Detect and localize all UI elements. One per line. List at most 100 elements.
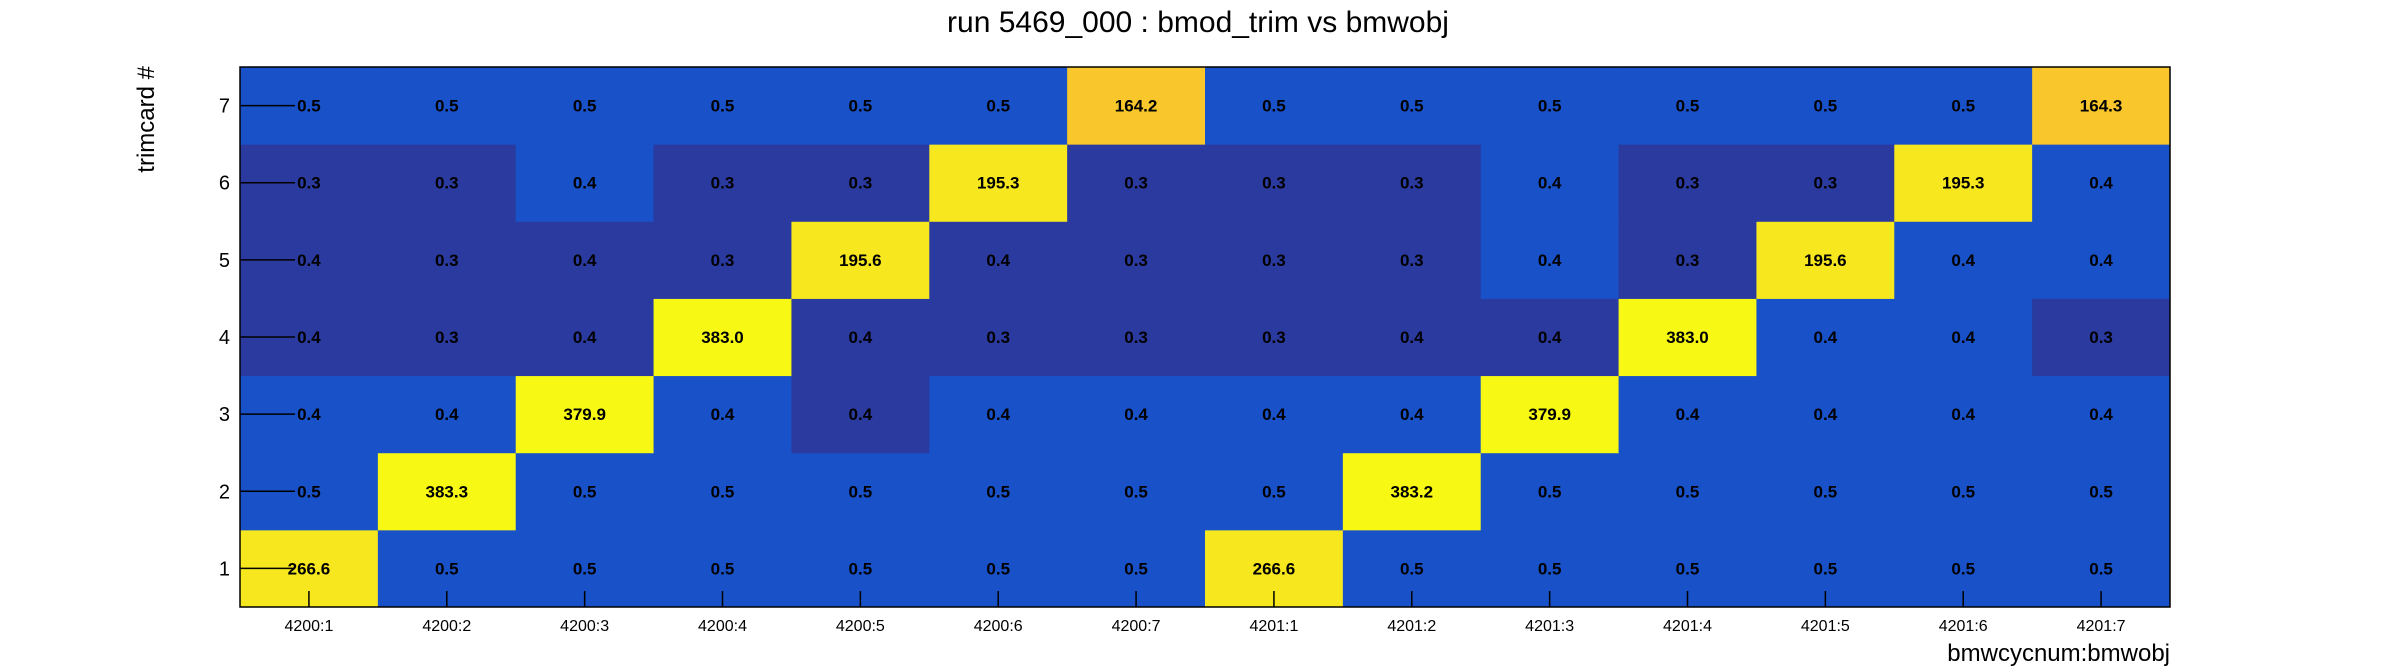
x-tick-label: 4200:2 bbox=[422, 618, 471, 635]
heatmap-cell bbox=[1618, 67, 1757, 145]
cell-value-label: 0.3 bbox=[1400, 174, 1424, 193]
cell-value-label: 0.4 bbox=[297, 328, 321, 347]
axes: 1 2 3 4 5 6 7 4200:1 4200:2 4200:3 4200:4 4200:5 420… bbox=[219, 66, 2171, 635]
cell-value-label: 0.3 bbox=[1814, 174, 1838, 193]
cell-value-label: 0.4 bbox=[711, 405, 735, 424]
y-tick-label: 1 bbox=[219, 558, 230, 580]
cell-value-label: 0.4 bbox=[849, 405, 873, 424]
cell-value-label: 195.6 bbox=[1804, 251, 1847, 270]
cell-value-label: 0.5 bbox=[711, 559, 735, 578]
heatmap-cell bbox=[1205, 67, 1344, 145]
cell-value-label: 195.3 bbox=[1942, 174, 1985, 193]
y-tick-label: 7 bbox=[219, 96, 230, 118]
cell-value-label: 0.5 bbox=[1262, 97, 1286, 116]
cell-value-label: 0.5 bbox=[1538, 97, 1562, 116]
cell-value-label: 0.5 bbox=[711, 97, 735, 116]
heatmap-cell bbox=[377, 144, 517, 222]
cell-value-label: 0.3 bbox=[1124, 251, 1148, 270]
heatmap-cell bbox=[2032, 144, 2171, 222]
cell-value-label: 383.0 bbox=[701, 328, 744, 347]
heatmap-cell bbox=[929, 452, 1068, 531]
heatmap-cell bbox=[1480, 298, 1620, 377]
cell-value-label: 0.3 bbox=[435, 251, 459, 270]
cell-value-label: 0.3 bbox=[711, 251, 735, 270]
heatmap-cell bbox=[653, 452, 792, 531]
cell-value-label: 266.6 bbox=[1253, 559, 1296, 578]
heatmap-cell bbox=[791, 144, 930, 222]
cell-value-label: 0.5 bbox=[849, 559, 873, 578]
heatmap-cell bbox=[929, 298, 1068, 377]
cell-value-label: 0.4 bbox=[986, 251, 1010, 270]
heatmap-cell bbox=[377, 298, 517, 377]
cell-value-label: 0.4 bbox=[1538, 174, 1562, 193]
heatmap-cell bbox=[1618, 452, 1757, 531]
heatmap-cell bbox=[791, 67, 930, 145]
cell-value-label: 0.5 bbox=[1262, 482, 1286, 501]
y-tick-label: 2 bbox=[219, 481, 230, 503]
cell-value-label: 0.5 bbox=[1814, 482, 1838, 501]
heatmap-cell bbox=[1205, 375, 1344, 454]
x-tick-label: 4200:4 bbox=[698, 618, 747, 635]
cell-value-label: 0.4 bbox=[2089, 405, 2113, 424]
cell-value-label: 0.5 bbox=[711, 482, 735, 501]
cell-value-label: 0.4 bbox=[1400, 328, 1424, 347]
cell-value-label: 379.9 bbox=[563, 405, 606, 424]
cell-value-label: 379.9 bbox=[1528, 405, 1571, 424]
heatmap-cell bbox=[1342, 298, 1482, 377]
heatmap-cell bbox=[1342, 221, 1482, 299]
cell-value-label: 0.4 bbox=[573, 174, 597, 193]
cell-value-label: 0.4 bbox=[573, 251, 597, 270]
cell-value-label: 0.5 bbox=[1951, 559, 1975, 578]
y-tick-label: 4 bbox=[219, 327, 230, 349]
cell-value-label: 383.0 bbox=[1666, 328, 1709, 347]
heatmap-cell bbox=[1205, 298, 1344, 377]
x-tick-label: 4200:3 bbox=[560, 618, 609, 635]
heatmap-cell bbox=[791, 452, 930, 531]
cell-value-label: 383.2 bbox=[1391, 482, 1434, 501]
heatmap-cell bbox=[1756, 221, 1895, 299]
cell-value-label: 164.3 bbox=[2080, 97, 2123, 116]
heatmap-cell bbox=[1067, 221, 1206, 299]
heatmap-cell bbox=[515, 452, 655, 531]
heatmap-cell bbox=[515, 375, 655, 454]
cell-value-label: 0.5 bbox=[435, 97, 459, 116]
heatmap-cell bbox=[2032, 67, 2171, 145]
cell-value-label: 0.3 bbox=[1262, 174, 1286, 193]
cell-value-label: 0.4 bbox=[435, 405, 459, 424]
y-tick-label: 5 bbox=[219, 250, 230, 272]
heatmap-cell bbox=[377, 452, 517, 531]
heatmap-cell bbox=[1067, 144, 1206, 222]
cell-value-label: 0.4 bbox=[1400, 405, 1424, 424]
x-tick-label: 4201:2 bbox=[1387, 618, 1436, 635]
heatmap-cell bbox=[1067, 298, 1206, 377]
cell-value-label: 0.4 bbox=[573, 328, 597, 347]
x-tick-label: 4200:7 bbox=[1112, 618, 1161, 635]
y-tick-label: 6 bbox=[219, 173, 230, 195]
heatmap-cell bbox=[791, 375, 930, 454]
cell-value-label: 195.3 bbox=[977, 174, 1020, 193]
heatmap-cell bbox=[1618, 375, 1757, 454]
heatmap-cell bbox=[1618, 298, 1757, 377]
heatmap-cell bbox=[1618, 144, 1757, 222]
cell-value-label: 0.5 bbox=[1538, 482, 1562, 501]
heatmap-cell bbox=[1480, 221, 1620, 299]
cell-value-label: 0.4 bbox=[1538, 328, 1562, 347]
cell-value-label: 0.3 bbox=[297, 174, 321, 193]
heatmap-cell bbox=[791, 298, 930, 377]
heatmap-cell bbox=[1894, 375, 2033, 454]
cell-value-label: 0.4 bbox=[1124, 405, 1148, 424]
cell-value-label: 0.3 bbox=[2089, 328, 2113, 347]
cell-value-label: 0.4 bbox=[1676, 405, 1700, 424]
heatmap-cell bbox=[515, 67, 655, 145]
cell-value-label: 0.5 bbox=[1676, 559, 1700, 578]
heatmap-cell bbox=[653, 298, 792, 377]
cell-value-label: 0.3 bbox=[1262, 251, 1286, 270]
chart-title: run 5469_000 : bmod_trim vs bmwobj bbox=[947, 6, 1449, 39]
heatmap-cell bbox=[1480, 144, 1620, 222]
cell-value-label: 0.3 bbox=[1262, 328, 1286, 347]
heatmap-cell bbox=[653, 375, 792, 454]
cell-value-label: 0.4 bbox=[1262, 405, 1286, 424]
heatmap-cell bbox=[929, 67, 1068, 145]
heatmap-cell bbox=[1067, 452, 1206, 531]
cell-value-label: 0.5 bbox=[573, 482, 597, 501]
